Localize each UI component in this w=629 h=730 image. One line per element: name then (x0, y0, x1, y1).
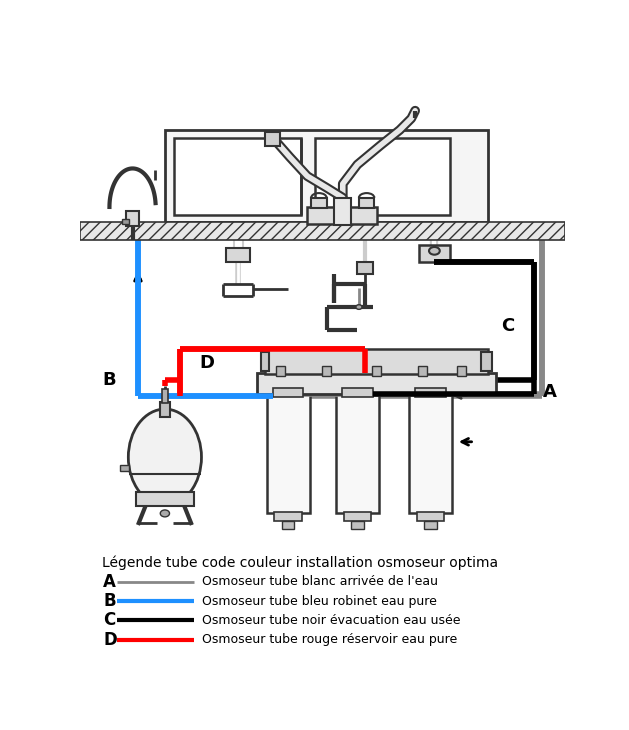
Text: Osmoseur tube bleu robinet eau pure: Osmoseur tube bleu robinet eau pure (202, 595, 437, 607)
Text: Osmoseur tube noir évacuation eau usée: Osmoseur tube noir évacuation eau usée (202, 614, 460, 627)
Bar (81, 223, 565, 240)
Bar (276, 366, 285, 375)
Bar (126, 211, 140, 226)
Bar (282, 521, 294, 529)
Bar (267, 394, 309, 513)
Ellipse shape (356, 304, 362, 310)
Ellipse shape (429, 247, 440, 255)
Text: C: C (501, 318, 514, 335)
Text: B: B (103, 592, 116, 610)
Bar (257, 372, 496, 394)
Text: Légende tube code couleur installation osmoseur optima: Légende tube code couleur installation o… (102, 556, 498, 570)
Bar (315, 138, 450, 215)
Bar (357, 261, 373, 274)
Text: A: A (543, 383, 557, 401)
Bar (457, 366, 466, 375)
Bar (308, 207, 377, 224)
Bar (343, 512, 371, 521)
Bar (416, 512, 445, 521)
Text: Osmoseur tube rouge réservoir eau pure: Osmoseur tube rouge réservoir eau pure (202, 633, 457, 646)
Text: C: C (103, 612, 116, 629)
Bar (265, 350, 488, 374)
Bar (265, 132, 281, 146)
Bar (419, 245, 450, 262)
Bar (160, 402, 170, 417)
Text: Osmoseur tube blanc arrivée de l'eau: Osmoseur tube blanc arrivée de l'eau (202, 575, 438, 588)
Text: D: D (103, 631, 117, 649)
Bar (351, 521, 364, 529)
Bar (481, 353, 492, 371)
Bar (372, 366, 381, 375)
Bar (418, 366, 428, 375)
Bar (359, 198, 374, 209)
Bar (162, 389, 168, 403)
Bar (336, 394, 379, 513)
Text: B: B (103, 371, 116, 389)
Bar (409, 394, 452, 513)
Bar (415, 388, 446, 397)
Bar (274, 512, 302, 521)
Bar (261, 353, 269, 371)
Bar (136, 492, 194, 506)
Bar (174, 138, 301, 215)
Bar (322, 366, 331, 375)
Bar (273, 388, 304, 397)
Bar (165, 130, 488, 223)
Bar (226, 247, 250, 261)
Bar (342, 388, 373, 397)
Bar (425, 521, 437, 529)
Ellipse shape (128, 409, 201, 505)
Bar (311, 198, 326, 209)
Ellipse shape (160, 510, 170, 517)
Bar (122, 218, 130, 224)
Text: D: D (200, 354, 214, 372)
Text: A: A (103, 573, 116, 591)
Bar (334, 198, 351, 225)
Bar (120, 465, 130, 471)
